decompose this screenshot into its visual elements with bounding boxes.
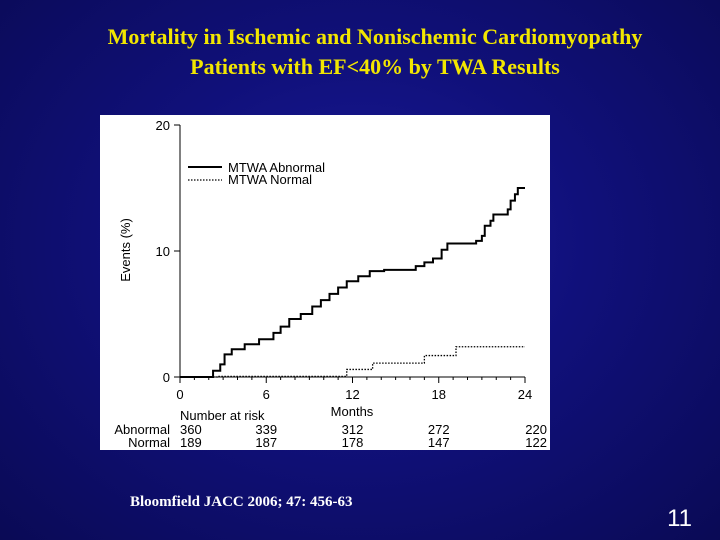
series-line-abnormal [180,187,525,378]
x-tick-label: 18 [432,387,446,402]
kaplan-meier-chart: 0 10 20 0 6 12 18 24 Events (%) Months MTWA Ab… [114,118,547,450]
survival-chart-panel: 0 10 20 0 6 12 18 24 Events (%) Months MTWA Ab… [100,115,550,450]
risk-cell: 122 [525,435,547,450]
y-axis-ticks: 0 10 20 [156,118,180,385]
risk-row-label: Abnormal [114,422,170,437]
risk-cell: 178 [342,435,364,450]
slide-title: Mortality in Ischemic and Nonischemic Ca… [0,22,720,82]
x-axis-label: Months [331,404,374,419]
citation: Bloomfield JACC 2006; 47: 456-63 [130,494,353,510]
y-tick-label: 10 [156,244,170,259]
x-tick-label: 6 [263,387,270,402]
y-tick-label: 20 [156,118,170,133]
risk-cell: 220 [525,422,547,437]
x-tick-label: 12 [345,387,359,402]
page-number: 11 [667,505,692,532]
risk-cell: 189 [180,435,202,450]
chart-legend: MTWA Abnormal MTWA Normal [188,160,325,187]
legend-label-abnormal: MTWA Abnormal [228,160,325,175]
x-axis-ticks: 0 6 12 18 24 [176,377,532,402]
x-tick-label: 0 [176,387,183,402]
risk-cell: 272 [428,422,450,437]
y-axis-label: Events (%) [118,218,133,282]
series-layer [180,187,525,378]
risk-table: Abnormal 360 339 312 272 220 Normal 189 187 178 14… [114,422,547,450]
risk-cell: 312 [342,422,364,437]
risk-cell: 360 [180,422,202,437]
risk-table-header: Number at risk [180,408,265,423]
risk-cell: 339 [255,422,277,437]
slide-title-line-2: Patients with EF<40% by TWA Results [190,54,560,79]
slide-title-line-1: Mortality in Ischemic and Nonischemic Ca… [107,24,643,49]
series-line-normal [180,346,525,378]
legend-label-normal: MTWA Normal [228,172,312,187]
risk-cell: 147 [428,435,450,450]
y-tick-label: 0 [163,370,170,385]
risk-cell: 187 [255,435,277,450]
risk-row-label: Normal [128,435,170,450]
x-tick-label: 24 [518,387,532,402]
